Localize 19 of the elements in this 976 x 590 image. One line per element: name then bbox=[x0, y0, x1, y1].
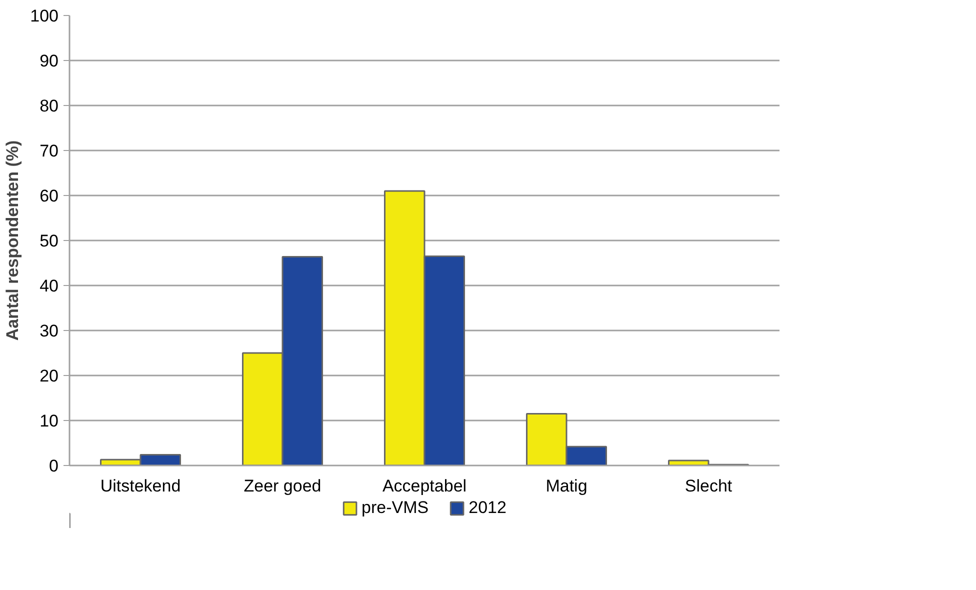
y-tick-label: 60 bbox=[40, 186, 59, 206]
legend-label: pre-VMS bbox=[362, 498, 429, 518]
y-tick-label: 50 bbox=[40, 232, 59, 250]
y-axis-title: Aantal respondenten (%) bbox=[3, 140, 22, 341]
x-tick-label: Uitstekend bbox=[100, 476, 181, 496]
y-tick-label: 70 bbox=[40, 142, 59, 160]
y-tick-label: 30 bbox=[40, 322, 59, 340]
legend-label: 2012 bbox=[468, 498, 506, 518]
x-tick-label: Slecht bbox=[684, 476, 732, 496]
y-tick-label: 0 bbox=[49, 456, 59, 476]
y-tick-label: 90 bbox=[40, 52, 59, 70]
y-tick-label: 10 bbox=[40, 412, 59, 430]
y-tick-label: 40 bbox=[40, 276, 59, 296]
x-tick-label: Matig bbox=[546, 476, 588, 496]
y-tick-label: 100 bbox=[30, 6, 59, 26]
y-tick-label: 80 bbox=[40, 96, 59, 116]
y-tick-label: 20 bbox=[40, 366, 59, 386]
x-tick-label: Acceptabel bbox=[382, 476, 467, 496]
x-tick-label: Zeer goed bbox=[244, 476, 322, 496]
